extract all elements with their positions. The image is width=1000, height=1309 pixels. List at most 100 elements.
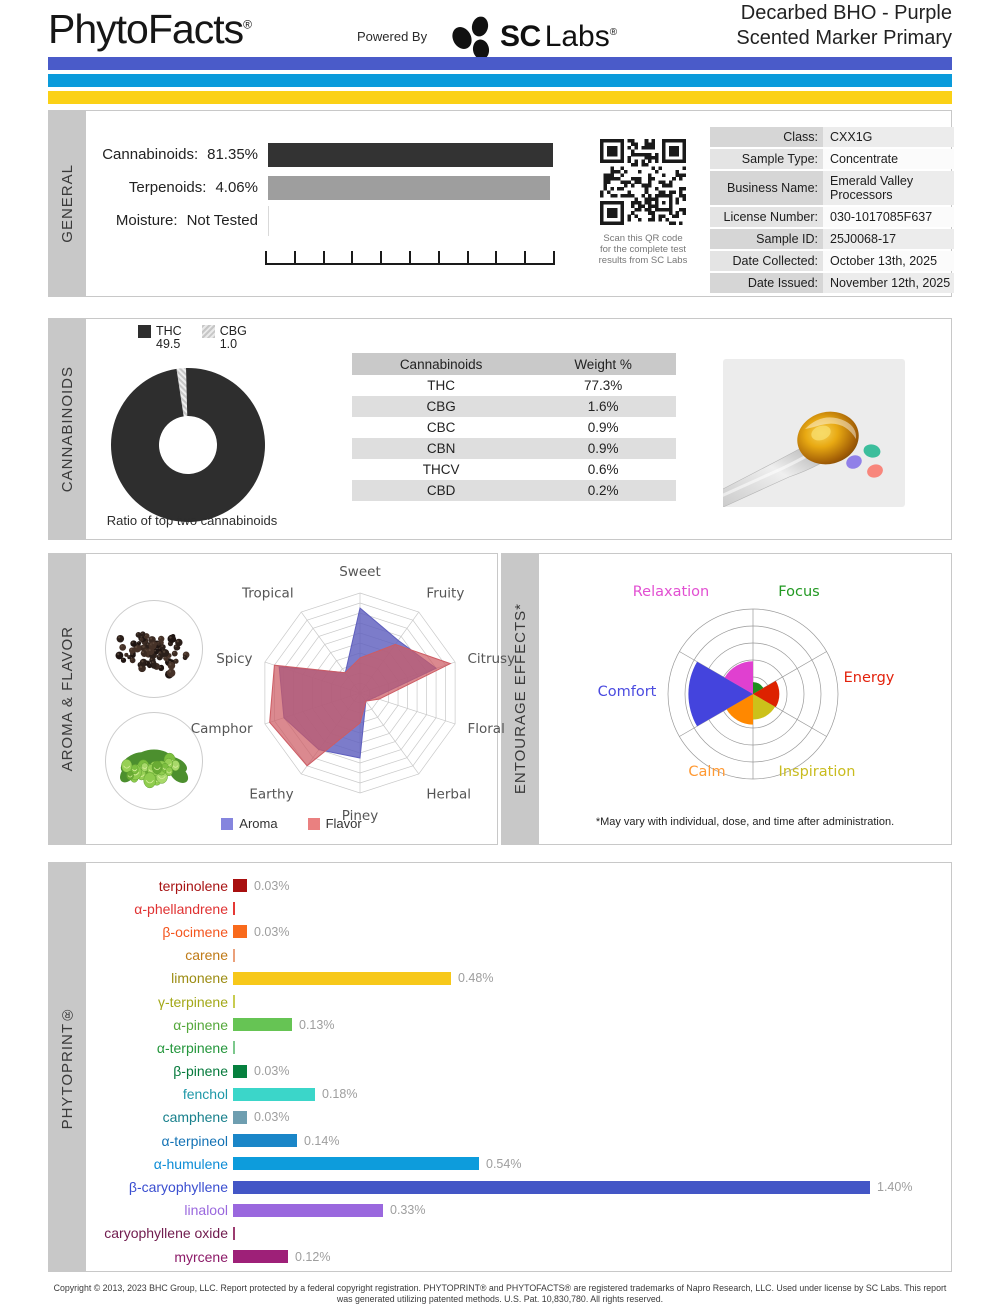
info-label: Date Collected:	[710, 251, 823, 271]
cannabinoid-table-header-weight: Weight %	[574, 356, 632, 372]
info-label: Date Issued:	[710, 273, 823, 293]
terpene-value: 0.54%	[486, 1156, 522, 1171]
copyright-line1: Copyright © 2013, 2023 BHC Group, LLC. R…	[53, 1283, 947, 1293]
donut-legend-value: 1.0	[219, 337, 238, 351]
cannabinoid-table-row: CBD 0.2%	[352, 480, 676, 501]
terpene-row: β-caryophyllene 1.40%	[86, 1175, 951, 1198]
section-entourage-label: ENTOURAGE EFFECTS*	[511, 603, 529, 795]
general-stat-tick	[268, 205, 269, 236]
terpene-name: β-pinene	[173, 1063, 228, 1080]
general-axis	[265, 249, 555, 265]
terpene-value: 0.13%	[299, 1017, 335, 1032]
terpene-name: caryophyllene oxide	[104, 1225, 228, 1242]
general-stat-row: Cannabinoids: 81.35%	[86, 142, 951, 167]
terpene-row: camphene 0.03%	[86, 1106, 951, 1129]
terpene-bar	[233, 925, 247, 939]
terpene-name: linalool	[184, 1202, 228, 1219]
terpene-name: γ-terpinene	[157, 993, 228, 1010]
info-row: Class: CXX1G	[710, 127, 954, 147]
hops-art	[120, 749, 189, 789]
cannabinoid-table-row: CBN 0.9%	[352, 438, 676, 459]
terpene-value: 0.03%	[254, 878, 290, 893]
sample-title-line1: Decarbed BHO - Purple	[740, 2, 952, 24]
sample-info-table: Class: CXX1G Sample Type: Concentrate Busine…	[710, 127, 954, 295]
concentrate-photo	[723, 359, 905, 507]
header-stripe-1	[48, 74, 952, 87]
axis-tick	[380, 251, 383, 263]
cannabinoid-name: CBG	[426, 399, 456, 414]
info-label: Business Name:	[710, 171, 823, 205]
section-cannabinoids-content: THC 49.5 CBG 1.0 Ratio of top two cannabino…	[86, 318, 952, 540]
hops-photo	[105, 712, 203, 810]
general-stat-bar	[268, 175, 550, 200]
entourage-label-comfort: Comfort	[597, 684, 657, 700]
terpene-row: γ-terpinene	[86, 990, 951, 1013]
terpene-bar	[233, 1064, 247, 1078]
section-cannabinoids-label: CANNABINOIDS	[58, 365, 76, 493]
cannabinoid-weight: 0.9%	[587, 441, 619, 456]
cannabinoid-donut-chart	[111, 368, 265, 522]
svg-text:Tropical: Tropical	[241, 586, 294, 602]
donut-legend-swatch	[201, 324, 215, 338]
terpene-name: α-humulene	[153, 1155, 228, 1172]
radar-legend-swatch	[307, 817, 320, 830]
cannabinoid-weight: 77.3%	[583, 378, 623, 393]
svg-text:Earthy: Earthy	[249, 786, 293, 802]
radar-legend-item: Flavor	[307, 816, 362, 831]
cannabinoid-weight: 0.2%	[587, 483, 619, 498]
sc-labs-wordmark: SC Labs®	[500, 20, 618, 53]
terpene-name: myrcene	[174, 1248, 228, 1265]
sample-title-line2: Scented Marker Primary	[736, 27, 952, 49]
info-label: Class:	[710, 127, 823, 147]
registered-mark: ®	[243, 17, 252, 32]
general-stat-row: Moisture: Not Tested	[86, 205, 951, 236]
section-aroma-entourage: AROMA & FLAVOR Sweet Fruity Citrusy Floral H…	[48, 553, 952, 845]
cannabinoid-table-header-name: Cannabinoids	[399, 356, 483, 372]
terpene-trace-tick	[233, 1226, 235, 1240]
terpene-name: limonene	[171, 970, 228, 987]
cannabinoid-name: CBC	[426, 420, 456, 435]
cannabinoid-weight: 0.9%	[587, 420, 619, 435]
terpene-value: 0.18%	[322, 1087, 358, 1102]
general-stat-value: Not Tested	[186, 212, 258, 229]
entourage-label-focus: Focus	[778, 584, 820, 600]
terpene-bar	[233, 1134, 297, 1148]
terpene-value: 0.48%	[458, 971, 494, 986]
terpene-row: α-phellandrene	[86, 897, 951, 920]
radar-legend-name: Aroma	[239, 816, 278, 831]
cannabinoid-name: THC	[427, 378, 455, 393]
terpene-name: terpinolene	[158, 877, 228, 894]
terpene-name: fenchol	[182, 1086, 228, 1103]
axis-tick	[495, 251, 498, 263]
donut-legend-name: CBG	[219, 324, 247, 338]
cannabinoid-table-row: THCV 0.6%	[352, 459, 676, 480]
terpene-name: α-pinene	[173, 1016, 228, 1033]
donut-legend-name: THC	[156, 324, 182, 338]
aroma-flavor-radar-chart: Sweet Fruity Citrusy Floral Herbal Piney Earth…	[191, 564, 515, 824]
section-aroma-strip: AROMA & FLAVOR	[48, 553, 86, 845]
terpene-trace-tick	[233, 1041, 235, 1055]
svg-text:Floral: Floral	[467, 721, 504, 737]
terpene-value: 0.03%	[254, 1110, 290, 1125]
donut-legend-value: 49.5	[156, 337, 181, 351]
sc-labs-icon	[447, 13, 497, 68]
radar-legend: Aroma Flavor	[86, 816, 497, 831]
section-general-strip: GENERAL	[48, 110, 86, 297]
header-stripe-0	[48, 57, 952, 70]
donut-legend-top: THC	[138, 324, 182, 338]
general-stat-value: 81.35%	[207, 146, 258, 163]
cannabinoid-table: Cannabinoids Weight % THC 77.3% CBG 1.6% CBC 0.…	[352, 353, 676, 501]
cannabinoid-table-header: Cannabinoids Weight %	[352, 353, 676, 375]
qr-code	[600, 139, 686, 225]
svg-text:Piney: Piney	[342, 808, 378, 824]
section-general: GENERAL Cannabinoids: 81.35% Terpenoids: 4.…	[48, 110, 954, 297]
entourage-label-inspiration: Inspiration	[778, 764, 856, 780]
section-phytoprint-content: terpinolene 0.03% α-phellandrene β-ocimene 0…	[86, 862, 952, 1272]
terpene-name: β-caryophyllene	[128, 1179, 228, 1196]
radar-legend-item: Aroma	[221, 816, 278, 831]
entourage-label-relaxation: Relaxation	[632, 584, 710, 600]
info-value: Concentrate	[823, 149, 954, 169]
general-stat-labels: Cannabinoids: 81.35%	[86, 146, 258, 163]
section-general-content: Cannabinoids: 81.35% Terpenoids: 4.06% Moist…	[86, 110, 954, 297]
header-stripe-2	[48, 91, 952, 104]
